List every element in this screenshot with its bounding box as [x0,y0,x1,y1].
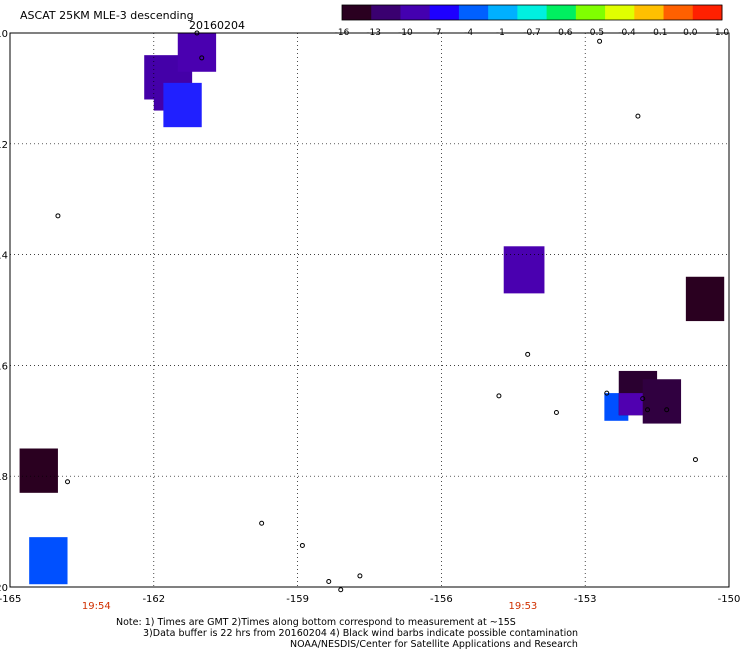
map-date: 20160204 [189,19,245,32]
y-tick-label: -16 [0,361,8,372]
island-outline [604,390,610,396]
island-outline [496,393,502,399]
y-tick-label: -12 [0,140,8,151]
y-axis-labels: -10 -12 -14 -16 -18 -20 [0,29,8,594]
island-outline [635,113,641,119]
colorbar-segment [429,5,460,20]
y-tick-label: -18 [0,472,8,483]
x-tick-label: -165 [0,594,21,605]
y-tick-label: -14 [0,251,8,262]
island-outline [525,351,531,357]
note-line-2: 3)Data buffer is 22 hrs from 20160204 4)… [143,628,579,639]
island-outline [338,587,344,593]
colorbar-segment [517,5,548,20]
island-outlines [55,30,698,593]
time-label: 19:54 [82,601,111,612]
y-tick-label: -20 [0,583,8,594]
colorbar-segment [605,5,635,20]
colorbar-segment [546,5,577,20]
island-outline [55,213,61,219]
x-tick-label: -153 [574,594,597,605]
time-label: 19:53 [508,601,537,612]
wind-cell [177,33,217,72]
x-axis-labels: -165 -162 -159 -156 -153 -150 [0,594,740,605]
wind-cell [19,448,58,493]
colorbar-segment [663,5,694,20]
x-tick-label: -150 [718,594,740,605]
wind-cell [642,379,682,424]
note-line-1: Note: 1) Times are GMT 2)Times along bot… [116,617,516,628]
wind-cell [685,276,725,322]
colorbar-segment [488,5,518,20]
note-line-3: NOAA/NESDIS/Center for Satellite Applica… [290,639,578,650]
x-tick-label: -162 [142,594,165,605]
island-outline [299,542,305,548]
wind-cell [503,246,545,294]
island-outline [692,457,698,463]
data-cells [19,33,725,585]
island-outline [65,479,71,485]
island-outline [553,409,559,415]
colorbar-segment [371,5,401,20]
island-outline [259,520,265,526]
island-outline [326,578,332,584]
colorbar-segment [692,5,723,20]
time-labels: 19:54 19:53 [82,601,537,612]
wind-cell [29,537,68,585]
wind-cell [163,82,202,128]
island-outline [199,55,205,61]
colorbar-segment [400,5,431,20]
island-outline [357,573,363,579]
colorbar-segment [342,5,372,20]
x-tick-label: -156 [430,594,453,605]
island-outline [597,38,603,44]
grid-lines [10,33,729,587]
colorbar-segment [634,5,665,20]
colorbar-segment [458,5,489,20]
colorbar-segment [575,5,606,20]
map-title: ASCAT 25KM MLE-3 descending [20,9,194,22]
colorbar-frame [341,4,723,21]
island-outline [645,407,651,413]
island-outline [664,407,670,413]
y-tick-label: -10 [0,29,8,40]
plot-frame [9,32,730,588]
x-tick-label: -159 [286,594,309,605]
island-outline [640,396,646,402]
